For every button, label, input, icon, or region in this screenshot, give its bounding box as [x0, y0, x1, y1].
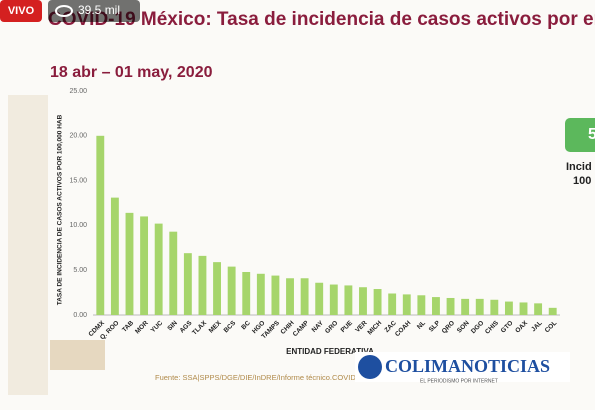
- y-tick-label: 25.00: [69, 88, 87, 95]
- bar: [110, 197, 119, 315]
- decor-stripe: [8, 95, 48, 395]
- x-tick-label: BC: [240, 319, 252, 331]
- bar: [373, 289, 382, 315]
- decor-figure: [50, 340, 105, 370]
- y-axis-label: TASA DE INCIDENCIA DE CASOS ACTIVOS POR …: [57, 114, 64, 305]
- bar: [271, 275, 280, 315]
- bar: [213, 262, 221, 315]
- bar: [256, 273, 265, 315]
- y-tick-label: 5.00: [73, 267, 87, 274]
- bar: [300, 278, 309, 315]
- bar: [534, 303, 543, 315]
- side-text: 100: [573, 175, 591, 187]
- side-text: Incid: [566, 161, 592, 173]
- side-value: 5: [588, 126, 595, 143]
- y-tick-label: 20.00: [69, 133, 87, 140]
- brand-box: [355, 352, 570, 382]
- bar: [154, 223, 163, 315]
- bar: [548, 307, 557, 315]
- title-text: COVID-19 México: Tasa de incidencia de c…: [48, 9, 595, 30]
- source: Fuente: SSA|SPPS/DGE/DIE/InDRE/Informe t…: [155, 373, 392, 382]
- bar: [227, 266, 236, 315]
- y-tick-label: 15.00: [69, 177, 87, 184]
- live-badge: [0, 0, 42, 22]
- bar: [504, 301, 513, 315]
- x-tick-label: NL: [416, 320, 427, 331]
- side-card: [565, 118, 595, 152]
- bar: [402, 294, 411, 315]
- bar: [140, 216, 149, 315]
- bar: [344, 285, 353, 315]
- bar: [519, 302, 528, 315]
- bar: [286, 278, 294, 315]
- bar: [183, 253, 192, 315]
- bar: [359, 287, 367, 315]
- brand-name: COLIMANOTICIAS: [385, 356, 550, 376]
- x-axis-label: ENTIDAD FEDERATIVA: [286, 347, 374, 356]
- brand-logo: [358, 355, 382, 379]
- bar: [461, 298, 470, 315]
- bar: [169, 231, 178, 315]
- live-text: VIVO: [8, 5, 35, 17]
- chart-subtitle: 18 abr – 01 may, 2020: [50, 64, 213, 81]
- y-tick-label: 0.00: [73, 312, 87, 319]
- bar: [242, 271, 251, 315]
- bar: [388, 293, 397, 315]
- bar: [329, 284, 338, 315]
- views-text: 39.5 mil: [78, 3, 120, 17]
- views-badge: [48, 0, 140, 22]
- bar: [315, 282, 324, 315]
- eye-icon: [55, 5, 73, 17]
- bar: [490, 299, 499, 315]
- bar: [96, 135, 105, 315]
- bar: [417, 295, 426, 315]
- bar: [125, 212, 134, 315]
- bar: [446, 297, 455, 315]
- bar: [432, 297, 440, 315]
- brand-tagline: EL PERIODISMO POR INTERNET: [420, 378, 498, 384]
- y-tick-label: 10.00: [69, 222, 87, 229]
- chart-title: COVID-19 México: Tasa de incidencia de c…: [48, 9, 595, 30]
- bar: [198, 255, 207, 315]
- bar: [475, 298, 484, 315]
